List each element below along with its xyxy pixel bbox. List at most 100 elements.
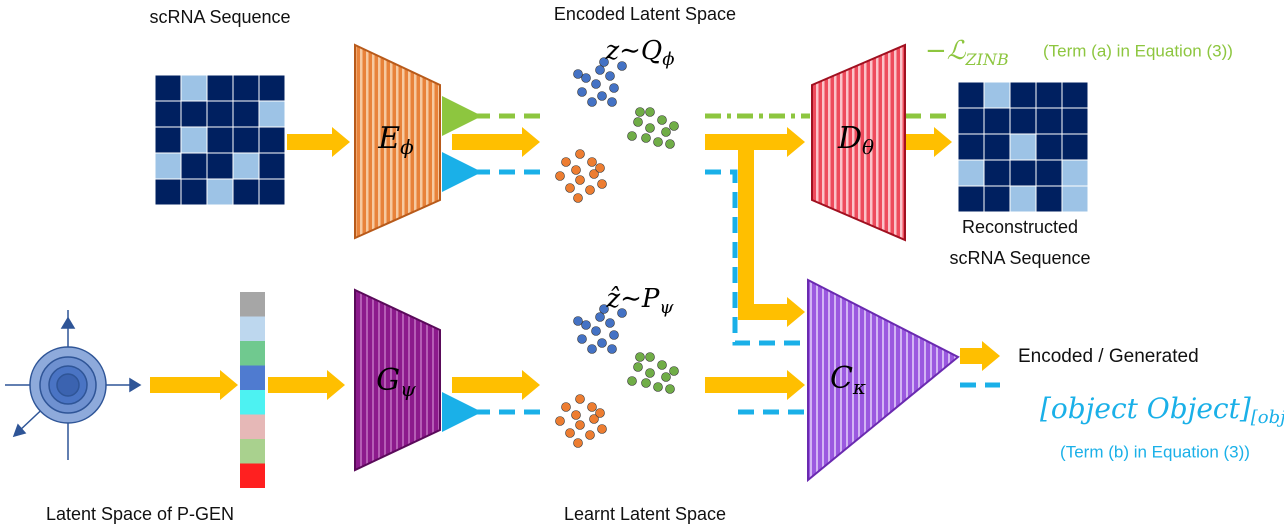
latent-point <box>565 183 575 193</box>
grid-cell <box>206 178 234 206</box>
grids <box>154 74 1089 213</box>
grid-cell <box>983 107 1011 135</box>
latent-point <box>607 344 617 354</box>
grid-cell <box>258 74 286 102</box>
arrow <box>287 127 350 157</box>
latent-point <box>641 378 651 388</box>
latent-point <box>595 408 605 418</box>
latent-point <box>605 318 615 328</box>
latent-point <box>595 65 605 75</box>
latent-point <box>661 127 671 137</box>
latent-point <box>645 107 655 117</box>
latent-points <box>555 57 679 448</box>
arrow <box>738 297 805 327</box>
grid-cell <box>258 178 286 206</box>
code-cell <box>240 463 265 488</box>
output-note: (Term (b) in Equation (3)) <box>1060 442 1250 461</box>
grid-cell <box>206 126 234 154</box>
latent-point <box>585 430 595 440</box>
latent-point <box>633 117 643 127</box>
latent-point <box>587 157 597 167</box>
critic-label: Cκ <box>830 361 866 399</box>
latent-point <box>589 169 599 179</box>
grid-cell <box>1009 159 1037 187</box>
latent-point <box>605 71 615 81</box>
latent-point <box>653 137 663 147</box>
arrow <box>268 370 345 400</box>
code-cell <box>240 292 265 317</box>
grid-cell <box>1009 185 1037 213</box>
generator <box>354 288 441 472</box>
arrow <box>150 370 238 400</box>
learnt-formula: ẑ∼Pψ <box>605 284 674 318</box>
grid-cell <box>258 126 286 154</box>
latent-point <box>591 79 601 89</box>
latent-point <box>635 107 645 117</box>
labels: scRNA Sequence Encoded Latent Space z∼Qϕ… <box>46 4 1284 524</box>
grid-cell <box>1009 133 1037 161</box>
latent-point <box>575 394 585 404</box>
grid-cell <box>1035 159 1063 187</box>
arrow <box>705 127 805 157</box>
grid-cell <box>258 100 286 128</box>
arrow <box>738 142 754 312</box>
arrow <box>960 341 1000 371</box>
latent-point <box>585 185 595 195</box>
grid-cell <box>983 133 1011 161</box>
grid-cell <box>1061 159 1089 187</box>
formula-part: [object Object] <box>1040 392 1251 425</box>
grid-cell <box>1061 185 1089 213</box>
decoder-label: Dθ <box>837 121 874 159</box>
latent-point <box>665 139 675 149</box>
loss-note: (Term (a) in Equation (3)) <box>1043 41 1233 60</box>
grid-cell <box>180 74 208 102</box>
dashes <box>442 96 1000 432</box>
latent-point <box>609 330 619 340</box>
grid-cell <box>206 152 234 180</box>
grid-cell <box>1061 107 1089 135</box>
grid-cell <box>232 100 260 128</box>
grid-cell <box>957 159 985 187</box>
grid-cell <box>232 178 260 206</box>
grid-cell <box>154 152 182 180</box>
latent-point <box>591 326 601 336</box>
latent-point <box>561 402 571 412</box>
output-label: Encoded / Generated <box>1018 346 1199 367</box>
latent-point <box>575 420 585 430</box>
latent-point <box>653 382 663 392</box>
grid-cell <box>180 152 208 180</box>
latent-point <box>645 352 655 362</box>
latent-point <box>641 133 651 143</box>
learnt-title: Learnt Latent Space <box>564 504 726 524</box>
grid-cell <box>154 178 182 206</box>
latent-point <box>645 123 655 133</box>
grid-cell <box>180 178 208 206</box>
arrow <box>705 370 805 400</box>
grid-cell <box>180 100 208 128</box>
latent-point <box>599 57 609 67</box>
output-title: Reconstructed <box>962 217 1078 237</box>
loss: −ℒZINB <box>925 36 1009 69</box>
latent-point <box>581 73 591 83</box>
latent-point <box>617 61 627 71</box>
arrow <box>452 370 540 400</box>
latent-point <box>555 416 565 426</box>
latent-point <box>597 424 607 434</box>
code-cell <box>240 316 265 341</box>
arrow <box>905 127 952 157</box>
grid-cell <box>957 81 985 109</box>
latent-point <box>657 115 667 125</box>
grid-cell <box>1035 81 1063 109</box>
grid-cell <box>1035 185 1063 213</box>
latent-point <box>617 308 627 318</box>
latent-point <box>575 175 585 185</box>
grid-cell <box>206 100 234 128</box>
latent-point <box>661 372 671 382</box>
grid-cell <box>232 126 260 154</box>
latent-point <box>597 179 607 189</box>
grid-cell <box>983 81 1011 109</box>
latent-point <box>633 362 643 372</box>
output-formula: [object Object][object Object][object Ob… <box>1040 392 1284 429</box>
grid-cell <box>957 107 985 135</box>
